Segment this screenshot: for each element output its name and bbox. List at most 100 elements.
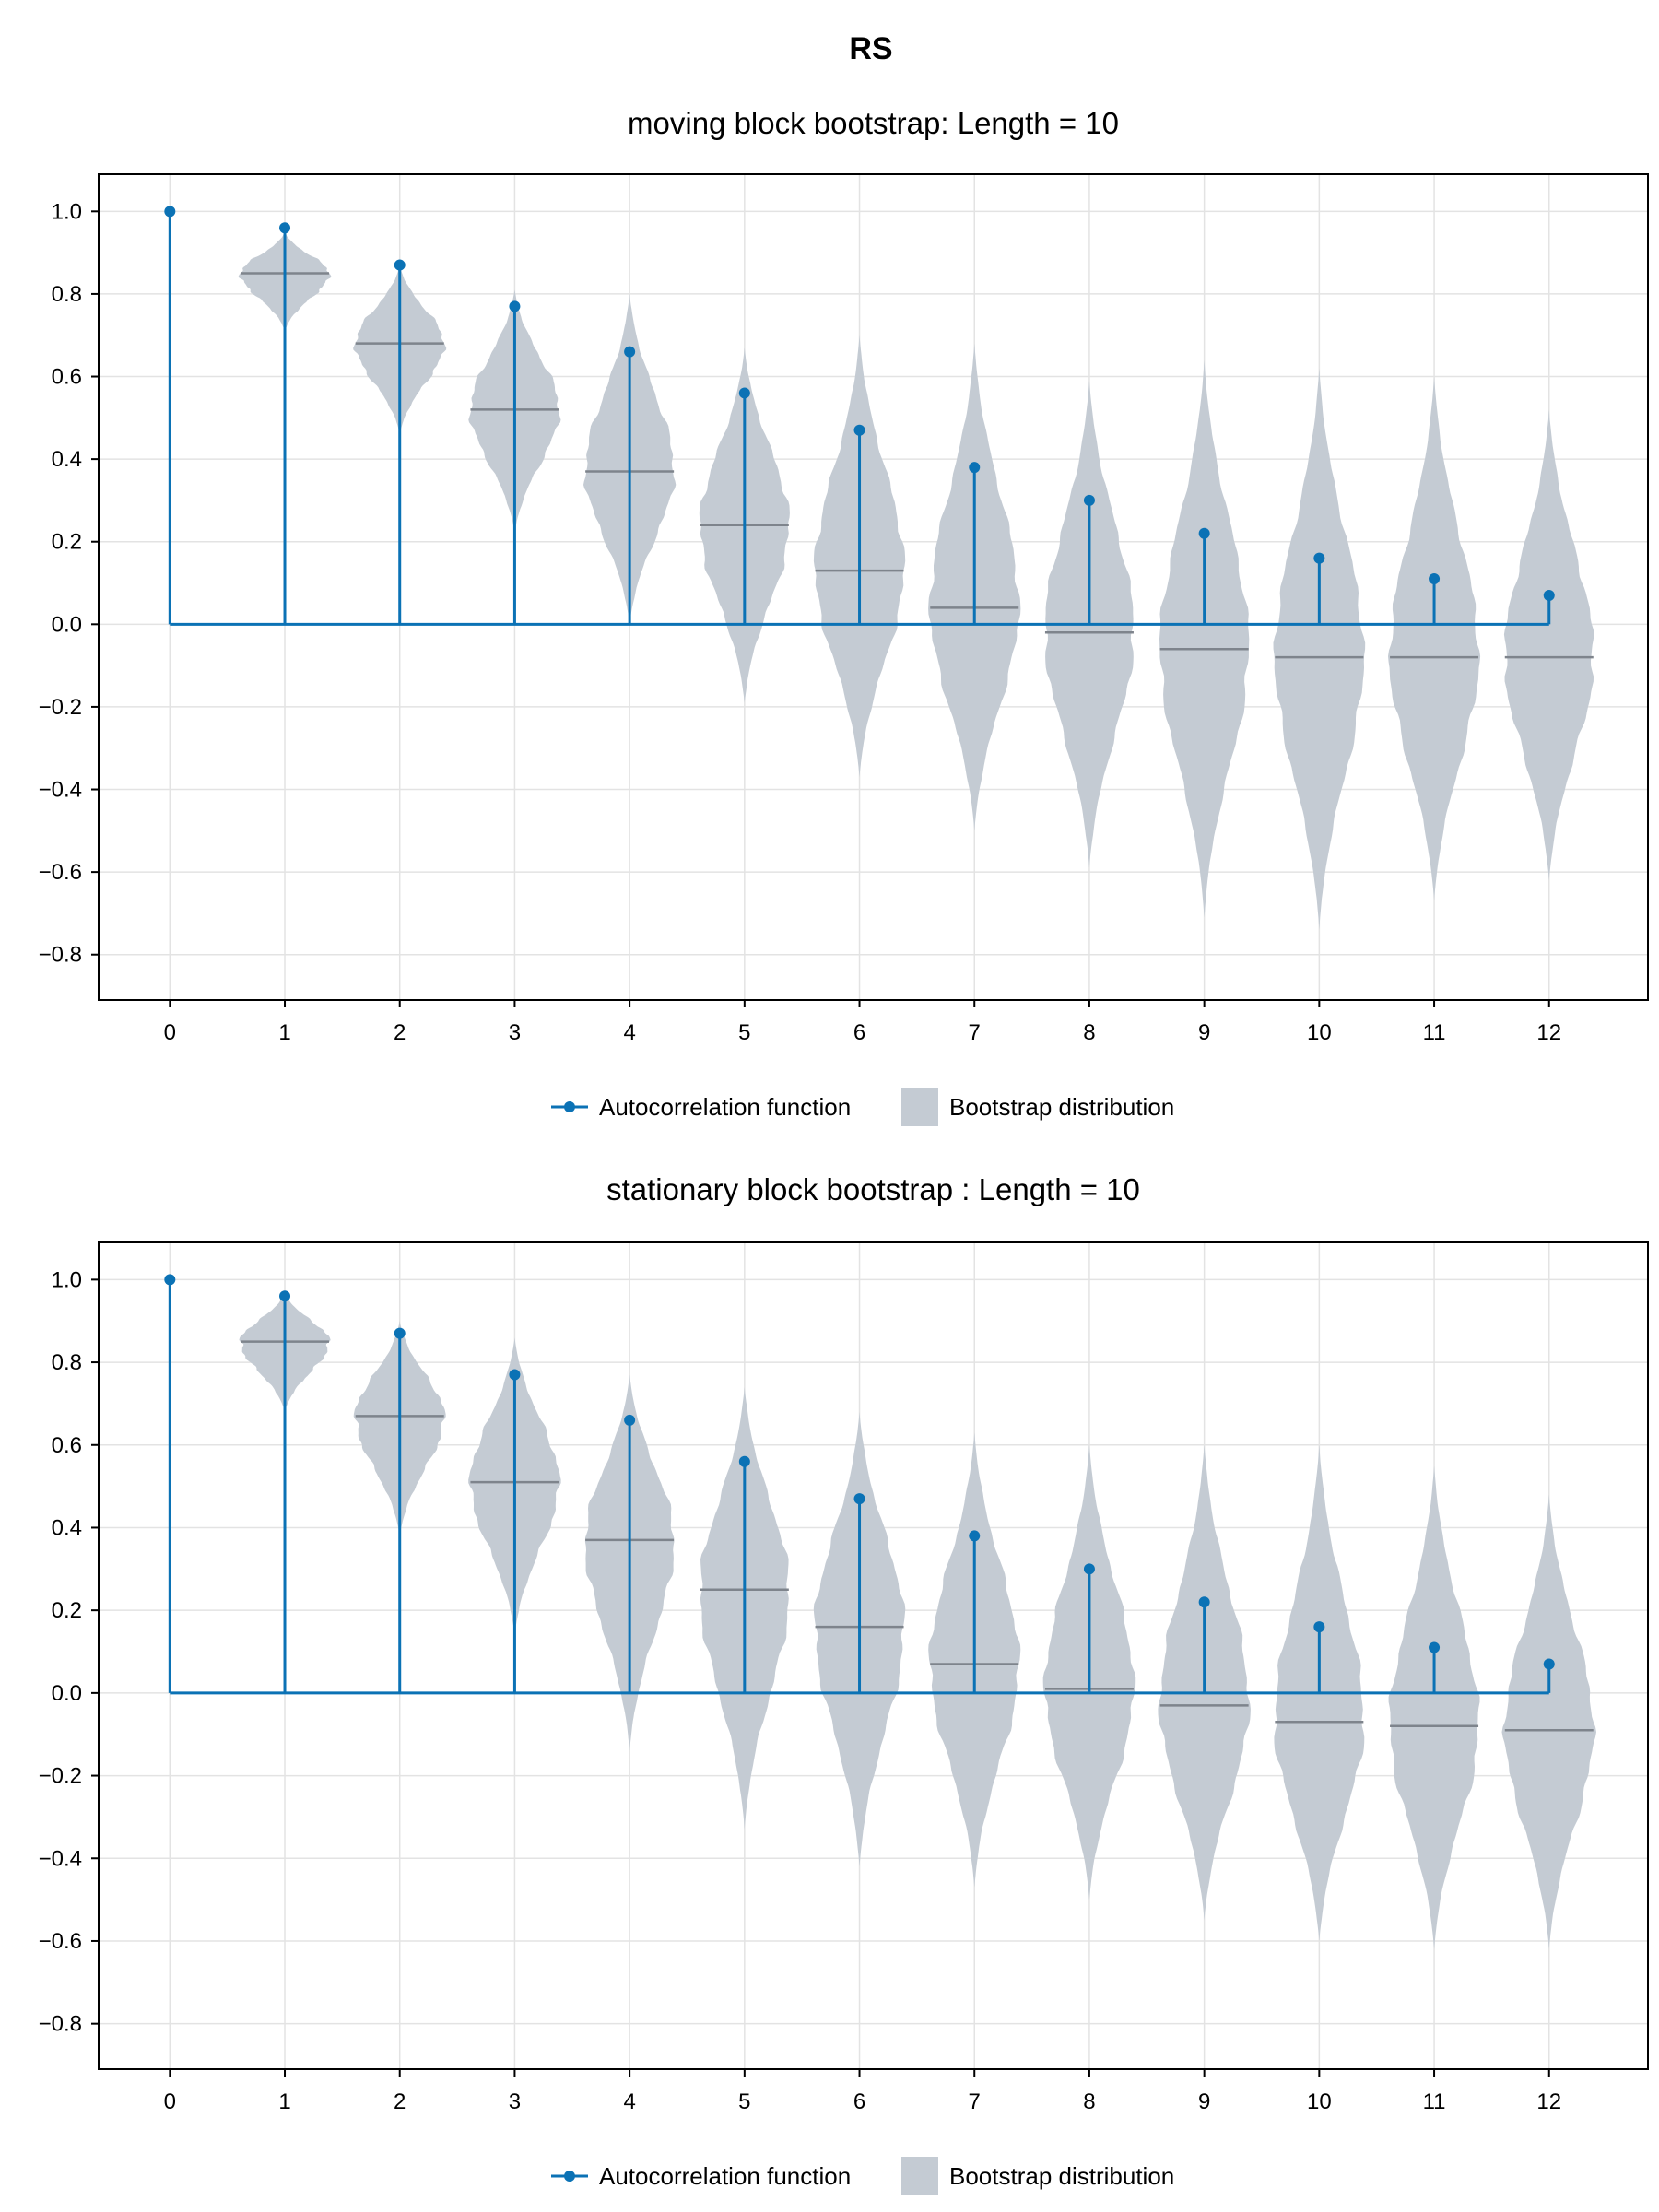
y-tick-label: 1.0 [52,1267,82,1292]
acf-point-lag-6 [853,424,865,436]
acf-point-lag-12 [1543,589,1555,601]
y-tick-label: 0.6 [52,365,82,390]
x-tick-label: 1 [278,2089,290,2114]
x-tick-label: 10 [1307,1020,1332,1045]
x-tick-label: 3 [509,2089,521,2114]
acf-point-lag-7 [969,1530,981,1542]
x-tick-label: 4 [623,1020,635,1045]
y-tick-label: 0.0 [52,612,82,637]
ticks: 0 1 2 3 4 5 6 7 8 9 10 11 121.00.80.60.40.20.0−0.2−0… [39,199,1561,1045]
x-tick-label: 11 [1423,2089,1446,2114]
acf-point-lag-4 [624,346,636,358]
panel-title: moving block bootstrap: Length = 10 [628,106,1119,140]
acf-point-lag-8 [1083,494,1095,506]
acf-point-lag-1 [279,222,291,234]
acf-point-lag-7 [969,462,981,474]
legend-bootstrap-swatch [901,1088,938,1126]
axes-frame [98,173,1649,1001]
acf-point-lag-6 [853,1493,865,1505]
acf-point-lag-8 [1083,1563,1095,1575]
y-tick-label: −0.6 [39,1929,82,1954]
x-tick-label: 8 [1083,1020,1095,1045]
ticks: 0 1 2 3 4 5 6 7 8 9 10 11 121.00.80.60.40.20.0−0.2−0… [39,1267,1561,2114]
panel-2: stationary block bootstrap : Length = 10… [39,1172,1649,2195]
y-tick-label: 0.8 [52,282,82,307]
x-tick-label: 5 [738,1020,750,1045]
acf-point-lag-11 [1429,1641,1441,1653]
x-tick-label: 5 [738,2089,750,2114]
y-tick-label: −0.8 [39,943,82,968]
acf-point-lag-0 [164,1274,176,1286]
legend-acf-label: Autocorrelation function [599,2162,851,2190]
y-tick-label: 0.6 [52,1433,82,1458]
y-tick-label: −0.4 [39,778,82,803]
y-tick-label: −0.2 [39,1764,82,1789]
x-tick-label: 6 [853,1020,865,1045]
y-tick-label: 0.2 [52,1598,82,1623]
acf-point-lag-10 [1313,1621,1325,1633]
x-tick-label: 7 [969,1020,981,1045]
x-tick-label: 2 [394,1020,406,1045]
acf-point-lag-10 [1313,552,1325,564]
violin-lag-11 [1388,376,1481,901]
y-tick-label: −0.4 [39,1846,82,1871]
x-tick-label: 8 [1083,2089,1095,2114]
x-tick-label: 2 [394,2089,406,2114]
legend-acf-marker [564,1101,575,1112]
acf-point-lag-12 [1543,1658,1555,1670]
y-tick-label: 1.0 [52,199,82,224]
violin-lag-9 [1159,359,1250,918]
legend-bootstrap-swatch [901,2157,938,2195]
panels-container: moving block bootstrap: Length = 100 1 2 3 4… [39,106,1649,2195]
panel-title: stationary block bootstrap : Length = 10 [606,1172,1140,1206]
x-tick-label: 10 [1307,2089,1332,2114]
x-tick-label: 12 [1536,2089,1561,2114]
legend: Autocorrelation function Bootstrap distri… [551,2157,1174,2195]
y-tick-label: 0.2 [52,530,82,555]
acf-point-lag-4 [624,1414,636,1426]
y-tick-label: −0.2 [39,695,82,720]
violin-lag-12 [1501,1494,1596,1949]
x-tick-label: 6 [853,2089,865,2114]
acf-point-lag-1 [279,1290,291,1302]
plot-area [164,206,1594,930]
acf-point-lag-5 [738,1455,750,1467]
acf-point-lag-3 [509,300,521,312]
x-tick-label: 7 [969,2089,981,2114]
acf-point-lag-2 [394,259,406,271]
x-tick-label: 0 [164,2089,176,2114]
plot-area [164,1274,1596,1949]
violin-lag-11 [1388,1465,1480,1949]
y-tick-label: 0.4 [52,447,82,472]
y-tick-label: 0.8 [52,1350,82,1375]
x-tick-label: 12 [1536,1020,1561,1045]
y-tick-label: −0.6 [39,860,82,885]
acf-point-lag-0 [164,206,176,218]
x-tick-label: 1 [278,1020,290,1045]
acf-point-lag-9 [1198,1596,1210,1608]
acf-point-lag-5 [738,387,750,399]
x-tick-label: 9 [1198,1020,1210,1045]
acf-point-lag-2 [394,1327,406,1339]
legend: Autocorrelation function Bootstrap distri… [551,1088,1174,1126]
violin-lag-12 [1503,409,1594,881]
legend-acf-marker [564,2171,575,2182]
x-tick-label: 4 [623,2089,635,2114]
x-tick-label: 11 [1423,1020,1446,1045]
axes-frame [98,1241,1649,2070]
acf-point-lag-11 [1429,573,1441,585]
panel-1: moving block bootstrap: Length = 100 1 2 3 4… [39,106,1649,1126]
x-tick-label: 3 [509,1020,521,1045]
x-tick-label: 0 [164,1020,176,1045]
x-tick-label: 9 [1198,2089,1210,2114]
y-tick-label: −0.8 [39,2012,82,2037]
legend-bootstrap-label: Bootstrap distribution [949,2162,1174,2190]
y-tick-label: 0.4 [52,1515,82,1540]
acf-point-lag-3 [509,1369,521,1381]
legend-acf-label: Autocorrelation function [599,1093,851,1121]
violin-lag-10 [1273,368,1366,930]
acf-point-lag-9 [1198,527,1210,539]
figure-title: RS [849,31,892,66]
